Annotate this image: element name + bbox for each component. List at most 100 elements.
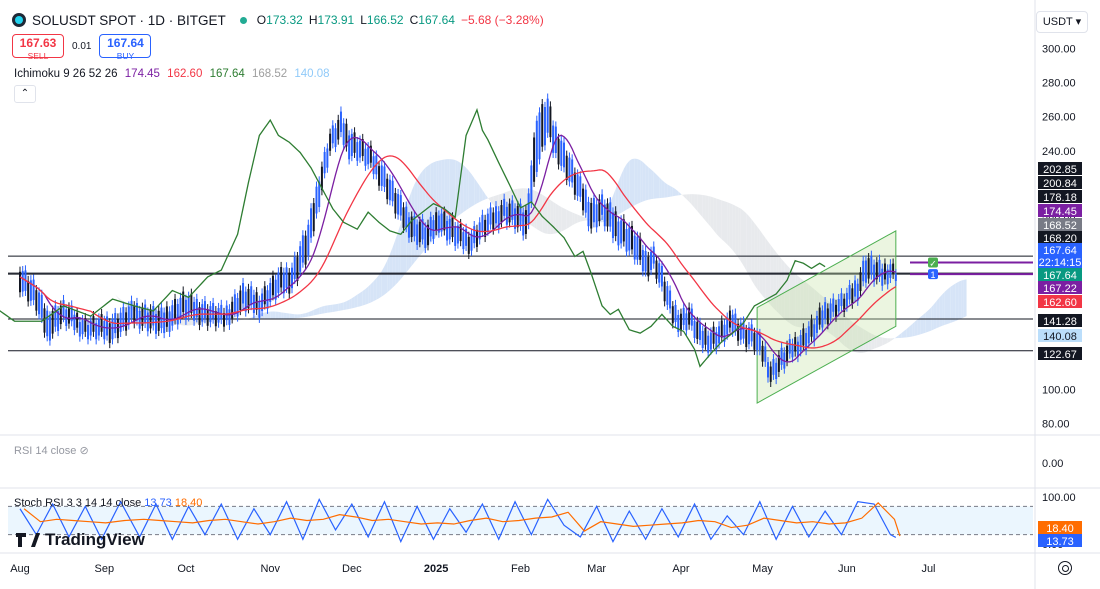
cloud-segment (778, 255, 782, 317)
candle-body (318, 181, 321, 208)
stoch-rsi-label[interactable]: Stoch RSI 3 3 14 14 close 13.73 18.40 (14, 497, 203, 509)
cloud-segment (672, 187, 676, 197)
candle-body (606, 203, 609, 227)
candle-body (571, 159, 574, 183)
candle-body (712, 326, 715, 344)
stoch-value-tag (1038, 521, 1082, 534)
cloud-segment (675, 189, 679, 196)
candle-body (413, 215, 416, 237)
x-tick-label: Jul (921, 563, 935, 575)
x-tick-label: Mar (587, 563, 606, 575)
candle-body (429, 216, 432, 237)
candle-body (350, 133, 353, 157)
cloud-segment (553, 201, 556, 234)
candle-body (603, 204, 606, 227)
candle-body (679, 313, 682, 331)
kijun-line (19, 155, 897, 349)
candle-body (106, 316, 109, 336)
candle-body (598, 199, 601, 222)
cloud-segment (686, 194, 690, 202)
cloud-segment (876, 335, 880, 348)
ichimoku-v2: 162.60 (167, 68, 203, 80)
price-tag-label: 122.67 (1043, 349, 1077, 361)
cloud-segment (727, 202, 730, 248)
candle-body (772, 359, 775, 375)
cloud-segment (297, 314, 301, 319)
cloud-segment (313, 308, 317, 316)
cloud-segment (278, 311, 282, 319)
candle-body (38, 292, 41, 315)
candle-body (481, 214, 484, 232)
candle-body (718, 326, 721, 344)
cloud-segment (743, 210, 747, 271)
candle-body (813, 324, 816, 342)
cloud-segment (895, 335, 899, 339)
candle-body (271, 275, 274, 296)
cloud-segment (789, 268, 793, 325)
candle-body (424, 227, 427, 248)
candle-body (21, 271, 24, 292)
candle-body (693, 320, 696, 338)
candle-body (492, 212, 495, 230)
cloud-segment (955, 281, 959, 321)
candle-body (516, 206, 519, 228)
candle-body (337, 119, 340, 140)
candle-body (696, 321, 699, 339)
candle-body (671, 306, 674, 324)
candle-body (508, 203, 511, 223)
price-tag-label: 22:14:15 (1039, 257, 1082, 269)
candle-body (217, 308, 220, 323)
buy-button[interactable]: 167.64 BUY (99, 34, 152, 61)
candle-body (171, 305, 174, 326)
candle-body (794, 337, 797, 352)
candle-body (788, 339, 791, 354)
cloud-segment (370, 281, 374, 303)
cloud-segment (411, 184, 415, 266)
sell-button[interactable]: 167.63 SELL (12, 34, 64, 61)
candle-body (617, 221, 620, 246)
symbol-icon[interactable] (12, 13, 26, 27)
cloud-segment (534, 190, 537, 230)
candle-body (769, 366, 772, 382)
candle-body (359, 140, 361, 158)
candle-body (103, 320, 106, 340)
candle-body (397, 194, 400, 215)
candle-body (149, 309, 152, 329)
settings-gear-icon[interactable] (1058, 561, 1072, 575)
candle-body (176, 304, 179, 325)
price-tag-bg (1038, 295, 1082, 308)
cloud-segment (558, 205, 562, 233)
candle-body (236, 298, 239, 317)
ichimoku-v5: 140.08 (294, 68, 330, 80)
stoch-k-line (19, 497, 897, 544)
cloud-segment (653, 171, 657, 199)
collapse-legend-button[interactable]: ⌃ (14, 85, 36, 103)
hidden-eye-icon[interactable]: ⊘ (79, 445, 89, 457)
rsi-label[interactable]: RSI 14 close ⊘ (14, 445, 89, 457)
candle-body (418, 221, 421, 243)
cloud-segment (357, 292, 360, 308)
candle-body (388, 179, 391, 201)
candle-body (386, 178, 389, 200)
cloud-segment (890, 338, 894, 342)
ichimoku-legend[interactable]: Ichimoku 9 26 52 26 174.45 162.60 167.64… (14, 68, 330, 80)
cloud-segment (719, 199, 722, 240)
cloud-segment (914, 319, 918, 336)
tradingview-logo[interactable]: TradingView (16, 530, 145, 550)
candle-body (201, 304, 204, 322)
candle-body (677, 314, 680, 333)
cloud-segment (487, 197, 491, 202)
cloud-segment (765, 237, 768, 303)
currency-select[interactable]: USDT ▾ (1036, 11, 1088, 33)
cloud-segment (751, 219, 755, 285)
candle-body (764, 346, 767, 362)
tradingview-logo-icon (16, 533, 40, 547)
candle-body (579, 176, 582, 197)
candle-body (369, 145, 372, 163)
symbol-title[interactable]: SOLUSDT SPOT · 1D · BITGET (32, 12, 226, 28)
cloud-segment (637, 158, 641, 204)
candle-body (775, 362, 778, 379)
candle-body (67, 307, 70, 324)
candle-body (179, 297, 182, 319)
